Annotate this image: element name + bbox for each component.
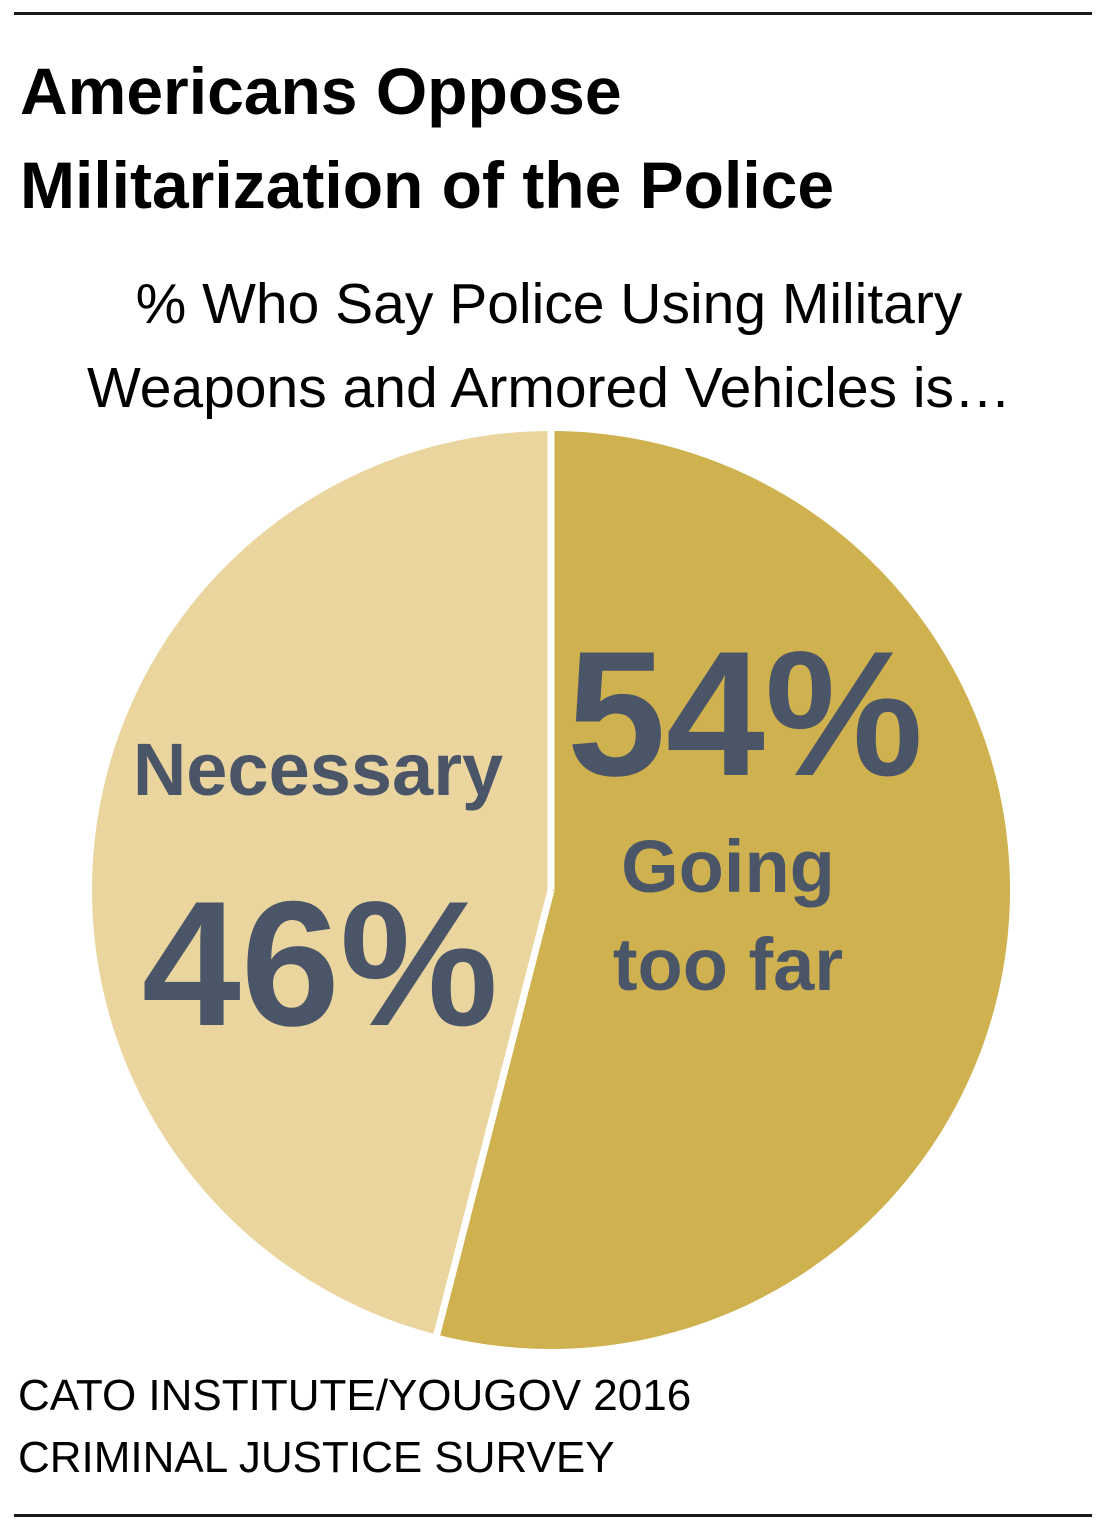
chart-subtitle-line-2: Weapons and Armored Vehicles is… bbox=[86, 356, 1012, 420]
pie-slice-going-too-far bbox=[436, 431, 1010, 1349]
slice-value-label-necessary: 46% bbox=[142, 864, 498, 1063]
source-line-1: CATO INSTITUTE/YOUGOV 2016 bbox=[18, 1371, 692, 1420]
slice-value-label-going-too-far: 54% bbox=[567, 614, 923, 813]
bottom-rule bbox=[14, 1514, 1092, 1517]
chart-title-line-1: Americans Oppose bbox=[20, 54, 622, 128]
chart-title: Americans Oppose Militarization of the P… bbox=[20, 44, 1080, 232]
chart-subtitle-line-1: % Who Say Police Using Military bbox=[135, 272, 963, 336]
slice-separator bbox=[432, 889, 555, 1338]
slice-name-label-going-too-far: Going bbox=[621, 825, 835, 908]
pie-slice-necessary bbox=[91, 431, 551, 1335]
pie-chart: 54% Going too far Necessary 46% bbox=[91, 429, 1010, 1349]
slice-name-label-necessary: Necessary bbox=[133, 728, 503, 811]
source-line-2: CRIMINAL JUSTICE SURVEY bbox=[18, 1433, 615, 1482]
slice-name-label-going-too-far: too far bbox=[613, 923, 843, 1006]
chart-subtitle: % Who Say Police Using Military Weapons … bbox=[0, 262, 1098, 430]
source-note: CATO INSTITUTE/YOUGOV 2016 CRIMINAL JUST… bbox=[18, 1365, 1078, 1489]
chart-title-line-2: Militarization of the Police bbox=[20, 148, 835, 222]
top-rule bbox=[14, 12, 1092, 15]
